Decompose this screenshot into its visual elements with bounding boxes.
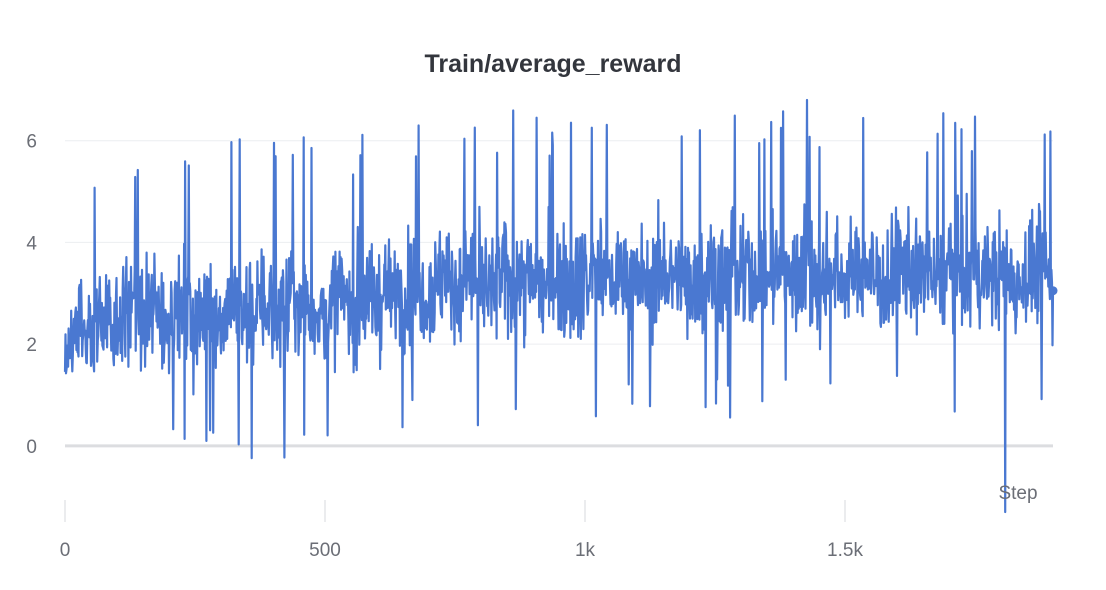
y-tick-label: 6 — [26, 132, 37, 153]
y-tick-label: 2 — [26, 335, 37, 356]
x-tick-label: 1.5k — [827, 540, 863, 561]
x-tick-label: 500 — [309, 540, 341, 561]
x-axis-label: Step — [998, 483, 1037, 504]
y-tick-label: 0 — [26, 437, 37, 458]
series-endpoint — [1048, 286, 1058, 296]
y-tick-label: 4 — [26, 233, 37, 254]
x-tick-layer: 0 500 1k 1.5k — [60, 500, 863, 561]
x-tick-label: 0 — [60, 540, 71, 561]
chart-title: Train/average_reward — [424, 50, 682, 78]
grid-layer — [65, 140, 1053, 448]
series-layer — [63, 98, 1058, 514]
y-tick-layer: 0 2 4 6 — [26, 132, 37, 458]
series-line — [63, 98, 1055, 514]
x-tick-label: 1k — [575, 540, 596, 561]
